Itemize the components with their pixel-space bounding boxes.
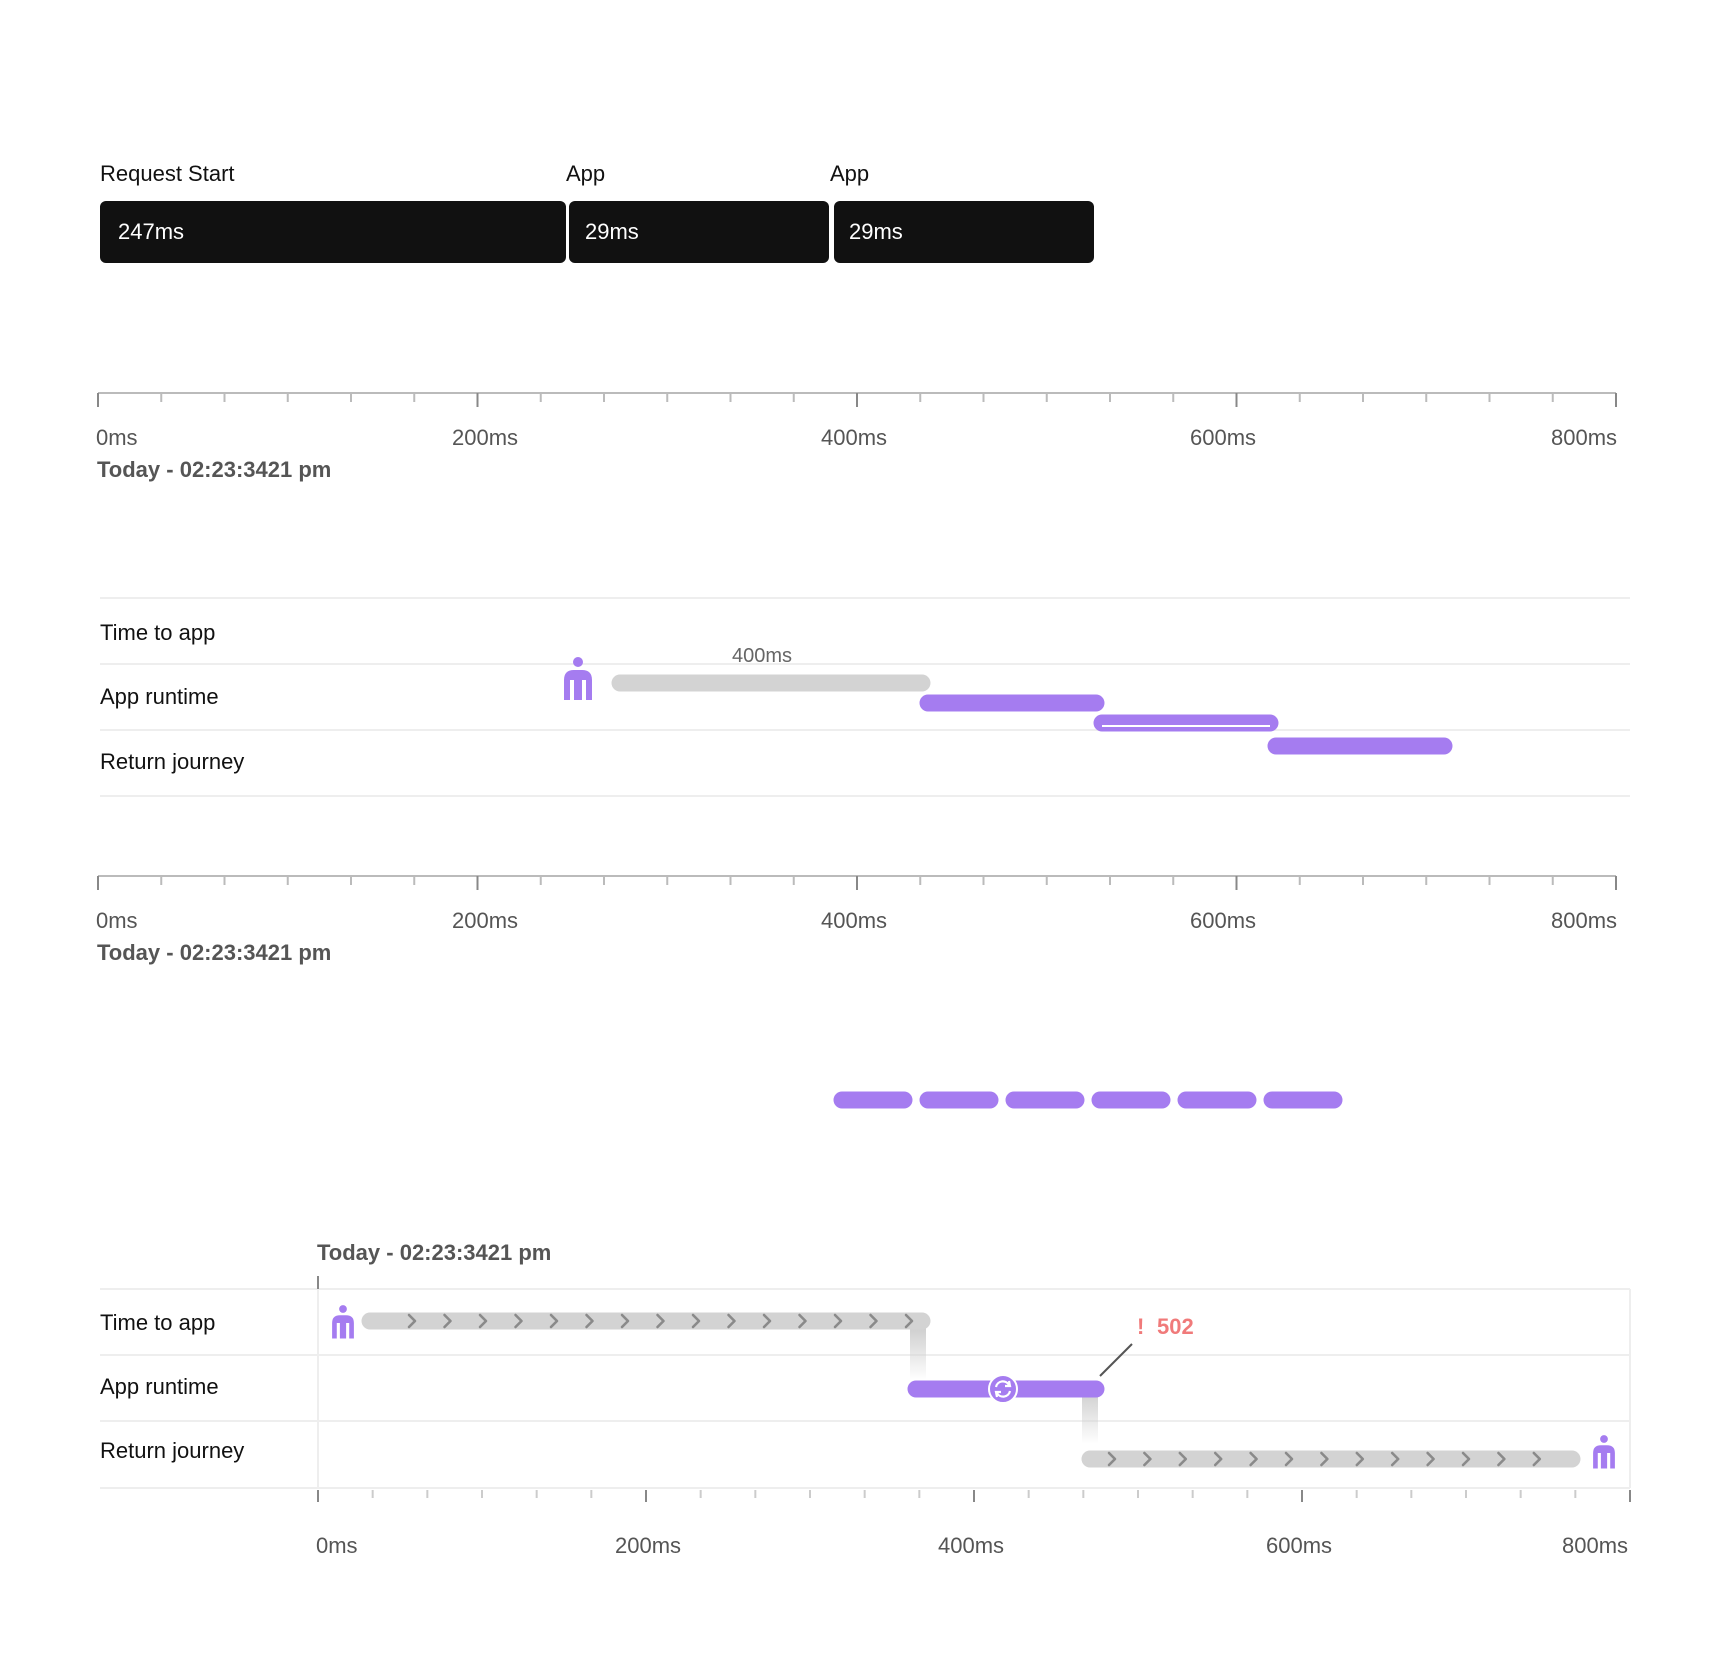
chevron-right-icon [585,1313,594,1329]
panel4-row-return-journey: Return journey [100,1438,245,1463]
axis4-tick-400: 400ms [938,1533,1005,1558]
chevron-right-icon [656,1313,665,1329]
axis1-tick-0: 0ms [96,425,138,450]
segment-title-app-2: App [830,161,870,186]
connector-2 [1082,1392,1098,1444]
chevron-right-icon [1390,1451,1400,1467]
axis4-tick-600: 600ms [1266,1533,1333,1558]
axis1 [97,392,1617,407]
segment-title-request-start: Request Start [100,161,235,186]
chevron-right-icon [443,1313,452,1329]
chevron-right-icon [1355,1451,1365,1467]
chevron-right-icon [1213,1451,1223,1467]
axis2-timestamp: Today - 02:23:3421 pm [97,940,332,965]
chevron-right-icon [762,1313,772,1329]
chevron-right-icon [1532,1451,1542,1467]
segment-value: 247ms [118,219,185,244]
chevron-right-icon [904,1313,914,1329]
chevron-right-icon [833,1313,843,1329]
axis2-tick-200: 200ms [452,908,519,933]
panel2-row-return-journey: Return journey [100,749,245,774]
axis1-timestamp: Today - 02:23:3421 pm [97,457,332,482]
chevron-right-icon [620,1313,630,1329]
chevron-right-icon [727,1313,736,1329]
panel4-timestamp: Today - 02:23:3421 pm [317,1240,552,1265]
axis2-tick-800: 800ms [1551,908,1618,933]
axis1-tick-800: 800ms [1551,425,1618,450]
axis2-tick-400: 400ms [821,908,888,933]
segment-value: 29ms [849,219,903,244]
panel4-row-app-runtime: App runtime [100,1374,219,1399]
panel2-row-app-runtime: App runtime [100,684,219,709]
person-icon [1593,1435,1615,1469]
chevrons-outbound [407,1313,914,1329]
axis2 [97,875,1617,890]
chevron-right-icon [1178,1451,1188,1467]
segment-app-1[interactable]: 29ms [569,201,829,263]
axis4-tick-0: 0ms [316,1533,358,1558]
segment-title-app-1: App [566,161,606,186]
duration-label: 400ms [732,645,793,667]
chevron-right-icon [1143,1451,1152,1467]
chevron-right-icon [407,1313,417,1329]
axis1-tick-600: 600ms [1190,425,1257,450]
connector-1 [910,1328,926,1380]
chevron-right-icon [1497,1451,1506,1467]
axis4-tick-200: 200ms [615,1533,682,1558]
chevron-right-icon [691,1313,701,1329]
panel2-bars [564,657,1453,755]
panel2-grid [100,597,1630,797]
chevron-right-icon [549,1313,559,1329]
axis1-tick-200: 200ms [452,425,519,450]
chevron-right-icon [1249,1451,1258,1467]
chevron-right-icon [1320,1451,1329,1467]
segment-app-2[interactable]: 29ms [834,201,1094,263]
refresh-icon [988,1374,1018,1404]
chevron-right-icon [478,1313,488,1329]
chevron-right-icon [1284,1451,1294,1467]
segment-request-start[interactable]: 247ms [100,201,566,263]
chevron-right-icon [1426,1451,1435,1467]
axis2-tick-0: 0ms [96,908,138,933]
axis1-tick-400: 400ms [821,425,888,450]
panel4-grid [100,1288,1631,1489]
panel4-row-time-to-app: Time to app [100,1310,216,1335]
panel2-row-time-to-app: Time to app [100,620,216,645]
chevron-right-icon [514,1313,523,1329]
axis2-tick-600: 600ms [1190,908,1257,933]
chevron-right-icon [1107,1451,1117,1467]
chevron-right-icon [798,1313,807,1329]
error-mark: ! [1137,1314,1145,1339]
axis4 [317,1490,1631,1502]
chevron-right-icon [1461,1451,1471,1467]
panel4-bars [332,1305,1615,1469]
segment-value: 29ms [585,219,639,244]
error-leader [1099,1343,1133,1377]
chevron-right-icon [869,1313,878,1329]
person-icon [332,1305,354,1339]
error-label: 502 [1157,1314,1194,1339]
chevrons-return [1107,1451,1542,1467]
axis4-tick-800: 800ms [1562,1533,1629,1558]
